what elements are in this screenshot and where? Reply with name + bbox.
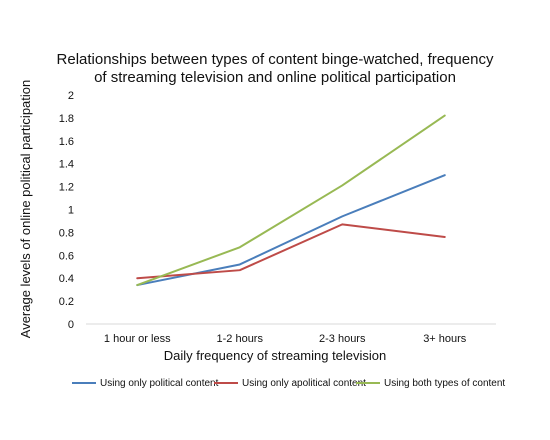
- x-tick-label: 1-2 hours: [217, 333, 264, 345]
- x-tick-label: 2-3 hours: [319, 333, 366, 345]
- legend-label: Using both types of content: [384, 378, 505, 389]
- series-lines: [136, 114, 446, 287]
- y-tick-label: 1.8: [59, 113, 74, 125]
- legend-label: Using only political content: [100, 378, 219, 389]
- legend-item: Using both types of content: [356, 378, 505, 389]
- series-line: [136, 114, 446, 287]
- y-axis-label: Average levels of online political parti…: [18, 80, 33, 338]
- y-tick-label: 0.8: [59, 227, 74, 239]
- y-tick-label: 0: [68, 319, 74, 331]
- series-line: [136, 223, 446, 280]
- legend-label: Using only apolitical content: [242, 378, 366, 389]
- y-tick-label: 0.4: [59, 273, 74, 285]
- chart-title-line-2: of streaming television and online polit…: [94, 69, 456, 86]
- y-axis-ticks: 0 0.2 0.4 0.6 0.8 1 1.2 1.4 1.6 1.8 2: [59, 90, 74, 331]
- x-tick-label: 3+ hours: [423, 333, 467, 345]
- legend-item: Using only political content: [72, 378, 219, 389]
- y-tick-label: 0.6: [59, 250, 74, 262]
- x-axis-ticks: 1 hour or less 1-2 hours 2-3 hours 3+ hours: [104, 333, 467, 345]
- y-tick-label: 1: [68, 205, 74, 217]
- x-tick-label: 1 hour or less: [104, 333, 171, 345]
- y-tick-label: 1.4: [59, 159, 74, 171]
- legend: Using only political content Using only a…: [72, 378, 505, 389]
- y-tick-label: 1.2: [59, 182, 74, 194]
- chart-title-line-1: Relationships between types of content b…: [57, 51, 494, 68]
- y-tick-label: 2: [68, 90, 74, 102]
- y-tick-label: 0.2: [59, 296, 74, 308]
- x-axis-label: Daily frequency of streaming television: [164, 348, 387, 363]
- legend-item: Using only apolitical content: [214, 378, 366, 389]
- y-tick-label: 1.6: [59, 136, 74, 148]
